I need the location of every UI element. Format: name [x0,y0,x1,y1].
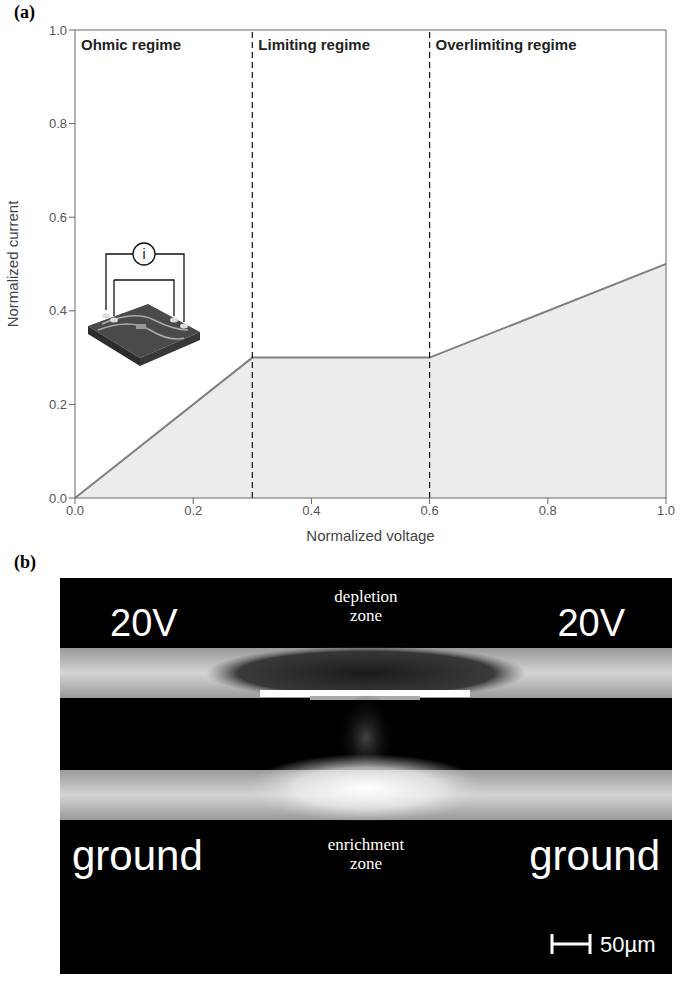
svg-text:depletionzone: depletionzone [334,587,398,625]
html-text:(a): (a) [14,2,35,22]
svg-text:0.6: 0.6 [421,503,439,518]
svg-text:enrichmentzone: enrichmentzone [328,835,405,873]
svg-text:0.2: 0.2 [49,397,67,412]
svg-text:0.2: 0.2 [184,503,202,518]
svg-text:0.4: 0.4 [302,503,320,518]
svg-text:0.8: 0.8 [539,503,557,518]
svg-text:20V: 20V [110,602,178,644]
svg-text:0.4: 0.4 [49,303,67,318]
svg-text:ground: ground [72,832,203,879]
svg-text:Limiting regime: Limiting regime [258,36,370,53]
svg-text:0.8: 0.8 [49,116,67,131]
svg-text:Normalized current: Normalized current [4,200,21,328]
html-text:(b): (b) [14,552,36,572]
svg-text:1.0: 1.0 [657,503,675,518]
svg-text:i: i [142,246,145,262]
svg-text:1.0: 1.0 [49,23,67,38]
svg-text:0.0: 0.0 [66,503,84,518]
svg-text:Ohmic regime: Ohmic regime [81,36,181,53]
svg-text:50µm: 50µm [600,932,655,957]
svg-text:20V: 20V [557,602,625,644]
svg-text:Normalized voltage: Normalized voltage [306,527,434,544]
svg-text:ground: ground [529,832,660,879]
svg-text:Overlimiting regime: Overlimiting regime [436,36,577,53]
svg-text:0.6: 0.6 [49,210,67,225]
svg-text:0.0: 0.0 [49,491,67,506]
